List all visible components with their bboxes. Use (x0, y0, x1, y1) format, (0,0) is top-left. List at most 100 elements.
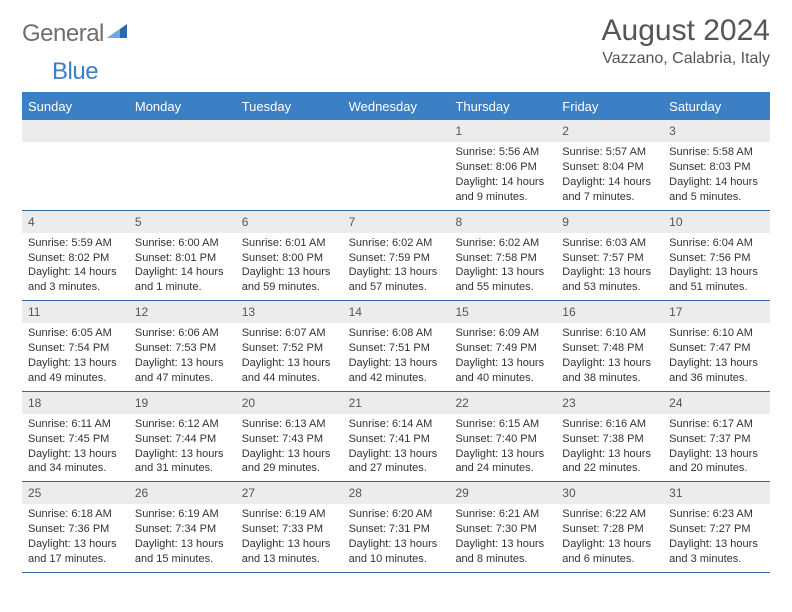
sunrise-text: Sunrise: 6:03 AM (562, 236, 657, 251)
day-number: 26 (129, 482, 236, 504)
sunset-text: Sunset: 7:54 PM (28, 341, 123, 356)
day-cell (343, 120, 450, 210)
weekday-header: Monday (129, 94, 236, 120)
daylight-text: Daylight: 13 hours and 29 minutes. (242, 447, 337, 477)
day-number: 17 (663, 301, 770, 323)
day-number: 1 (449, 120, 556, 142)
sunset-text: Sunset: 7:31 PM (349, 522, 444, 537)
day-cell: 6Sunrise: 6:01 AMSunset: 8:00 PMDaylight… (236, 211, 343, 301)
sunrise-text: Sunrise: 6:06 AM (135, 326, 230, 341)
week-row: 25Sunrise: 6:18 AMSunset: 7:36 PMDayligh… (22, 482, 770, 573)
day-cell: 9Sunrise: 6:03 AMSunset: 7:57 PMDaylight… (556, 211, 663, 301)
day-body: Sunrise: 5:57 AMSunset: 8:04 PMDaylight:… (556, 142, 663, 209)
logo-text-blue: Blue (52, 58, 98, 86)
day-number (236, 120, 343, 142)
daylight-text: Daylight: 13 hours and 10 minutes. (349, 537, 444, 567)
sunrise-text: Sunrise: 6:17 AM (669, 417, 764, 432)
logo-mark-icon (106, 21, 128, 48)
weekday-header: Wednesday (343, 94, 450, 120)
day-number: 14 (343, 301, 450, 323)
day-cell: 10Sunrise: 6:04 AMSunset: 7:56 PMDayligh… (663, 211, 770, 301)
sunset-text: Sunset: 7:47 PM (669, 341, 764, 356)
day-cell: 13Sunrise: 6:07 AMSunset: 7:52 PMDayligh… (236, 301, 343, 391)
day-cell: 29Sunrise: 6:21 AMSunset: 7:30 PMDayligh… (449, 482, 556, 572)
day-number: 30 (556, 482, 663, 504)
day-body: Sunrise: 6:10 AMSunset: 7:47 PMDaylight:… (663, 323, 770, 390)
sunset-text: Sunset: 8:00 PM (242, 251, 337, 266)
day-cell: 11Sunrise: 6:05 AMSunset: 7:54 PMDayligh… (22, 301, 129, 391)
daylight-text: Daylight: 13 hours and 59 minutes. (242, 265, 337, 295)
sunrise-text: Sunrise: 6:12 AM (135, 417, 230, 432)
day-body: Sunrise: 6:17 AMSunset: 7:37 PMDaylight:… (663, 414, 770, 481)
sunrise-text: Sunrise: 6:01 AM (242, 236, 337, 251)
daylight-text: Daylight: 13 hours and 31 minutes. (135, 447, 230, 477)
day-number: 18 (22, 392, 129, 414)
day-number: 10 (663, 211, 770, 233)
week-row: 1Sunrise: 5:56 AMSunset: 8:06 PMDaylight… (22, 120, 770, 211)
day-body: Sunrise: 6:15 AMSunset: 7:40 PMDaylight:… (449, 414, 556, 481)
daylight-text: Daylight: 13 hours and 34 minutes. (28, 447, 123, 477)
day-body: Sunrise: 5:56 AMSunset: 8:06 PMDaylight:… (449, 142, 556, 209)
sunset-text: Sunset: 8:06 PM (455, 160, 550, 175)
location: Vazzano, Calabria, Italy (602, 50, 770, 68)
day-body: Sunrise: 5:58 AMSunset: 8:03 PMDaylight:… (663, 142, 770, 209)
day-body: Sunrise: 6:03 AMSunset: 7:57 PMDaylight:… (556, 233, 663, 300)
day-body: Sunrise: 6:23 AMSunset: 7:27 PMDaylight:… (663, 504, 770, 571)
day-number: 4 (22, 211, 129, 233)
sunset-text: Sunset: 7:28 PM (562, 522, 657, 537)
sunset-text: Sunset: 7:33 PM (242, 522, 337, 537)
day-cell: 12Sunrise: 6:06 AMSunset: 7:53 PMDayligh… (129, 301, 236, 391)
logo: General (22, 14, 128, 48)
sunrise-text: Sunrise: 6:20 AM (349, 507, 444, 522)
day-number: 5 (129, 211, 236, 233)
daylight-text: Daylight: 13 hours and 17 minutes. (28, 537, 123, 567)
day-cell: 27Sunrise: 6:19 AMSunset: 7:33 PMDayligh… (236, 482, 343, 572)
day-cell: 28Sunrise: 6:20 AMSunset: 7:31 PMDayligh… (343, 482, 450, 572)
day-number: 16 (556, 301, 663, 323)
logo-text-general: General (22, 20, 104, 48)
day-number: 19 (129, 392, 236, 414)
day-cell: 26Sunrise: 6:19 AMSunset: 7:34 PMDayligh… (129, 482, 236, 572)
day-cell: 22Sunrise: 6:15 AMSunset: 7:40 PMDayligh… (449, 392, 556, 482)
day-body: Sunrise: 6:19 AMSunset: 7:33 PMDaylight:… (236, 504, 343, 571)
sunrise-text: Sunrise: 6:02 AM (349, 236, 444, 251)
day-body: Sunrise: 6:02 AMSunset: 7:59 PMDaylight:… (343, 233, 450, 300)
daylight-text: Daylight: 13 hours and 53 minutes. (562, 265, 657, 295)
day-cell: 15Sunrise: 6:09 AMSunset: 7:49 PMDayligh… (449, 301, 556, 391)
sunset-text: Sunset: 7:40 PM (455, 432, 550, 447)
sunset-text: Sunset: 7:30 PM (455, 522, 550, 537)
daylight-text: Daylight: 13 hours and 6 minutes. (562, 537, 657, 567)
day-cell: 14Sunrise: 6:08 AMSunset: 7:51 PMDayligh… (343, 301, 450, 391)
sunrise-text: Sunrise: 6:19 AM (242, 507, 337, 522)
day-cell: 25Sunrise: 6:18 AMSunset: 7:36 PMDayligh… (22, 482, 129, 572)
day-body: Sunrise: 6:19 AMSunset: 7:34 PMDaylight:… (129, 504, 236, 571)
daylight-text: Daylight: 13 hours and 40 minutes. (455, 356, 550, 386)
day-body: Sunrise: 6:01 AMSunset: 8:00 PMDaylight:… (236, 233, 343, 300)
daylight-text: Daylight: 13 hours and 38 minutes. (562, 356, 657, 386)
sunrise-text: Sunrise: 6:10 AM (562, 326, 657, 341)
sunset-text: Sunset: 7:49 PM (455, 341, 550, 356)
day-cell (22, 120, 129, 210)
day-number: 20 (236, 392, 343, 414)
daylight-text: Daylight: 13 hours and 13 minutes. (242, 537, 337, 567)
sunrise-text: Sunrise: 5:58 AM (669, 145, 764, 160)
day-number: 12 (129, 301, 236, 323)
daylight-text: Daylight: 13 hours and 44 minutes. (242, 356, 337, 386)
weekday-header-row: SundayMondayTuesdayWednesdayThursdayFrid… (22, 94, 770, 120)
daylight-text: Daylight: 13 hours and 51 minutes. (669, 265, 764, 295)
daylight-text: Daylight: 13 hours and 15 minutes. (135, 537, 230, 567)
sunrise-text: Sunrise: 6:02 AM (455, 236, 550, 251)
day-body (236, 142, 343, 150)
day-cell: 2Sunrise: 5:57 AMSunset: 8:04 PMDaylight… (556, 120, 663, 210)
day-number: 31 (663, 482, 770, 504)
daylight-text: Daylight: 13 hours and 47 minutes. (135, 356, 230, 386)
day-body: Sunrise: 6:02 AMSunset: 7:58 PMDaylight:… (449, 233, 556, 300)
sunrise-text: Sunrise: 6:05 AM (28, 326, 123, 341)
day-number: 29 (449, 482, 556, 504)
sunset-text: Sunset: 8:03 PM (669, 160, 764, 175)
sunset-text: Sunset: 7:34 PM (135, 522, 230, 537)
sunset-text: Sunset: 7:57 PM (562, 251, 657, 266)
day-body: Sunrise: 6:12 AMSunset: 7:44 PMDaylight:… (129, 414, 236, 481)
day-body: Sunrise: 6:22 AMSunset: 7:28 PMDaylight:… (556, 504, 663, 571)
title-block: August 2024 Vazzano, Calabria, Italy (602, 14, 770, 68)
